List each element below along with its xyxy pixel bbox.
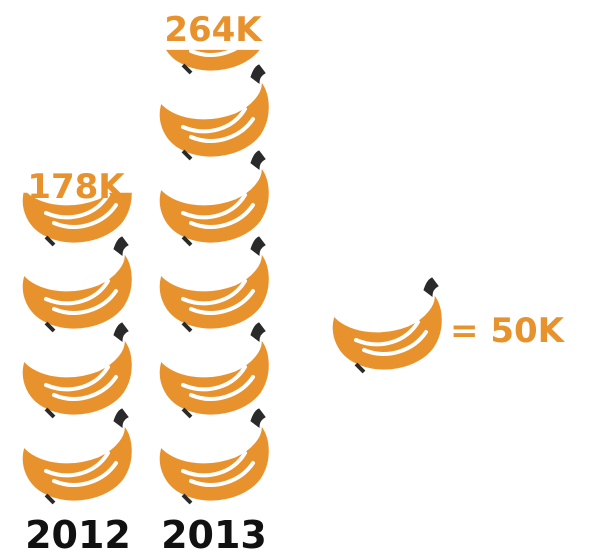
legend-label: = 50K xyxy=(450,311,566,351)
banana-icon-2013-2 xyxy=(157,321,272,419)
banana-icon-2013-4 xyxy=(157,149,272,247)
banana-icon-legend xyxy=(330,276,445,374)
value-label-2013: 264K xyxy=(164,10,263,50)
legend-banana-icon xyxy=(330,276,445,374)
banana-icon-2013-1 xyxy=(157,407,272,505)
value-label-2012: 178K xyxy=(27,167,126,207)
banana-icon-2013-5 xyxy=(157,63,272,161)
legend: = 50K xyxy=(330,276,566,374)
banana-icon-2012-3 xyxy=(20,235,135,333)
banana-icon-2012-2 xyxy=(20,321,135,419)
year-label-2012: 2012 xyxy=(25,513,131,557)
stack-2013 xyxy=(157,49,272,505)
banana-icon-2012-1 xyxy=(20,407,135,505)
banana-icon-2013-3 xyxy=(157,235,272,333)
year-label-2013: 2013 xyxy=(161,513,267,557)
